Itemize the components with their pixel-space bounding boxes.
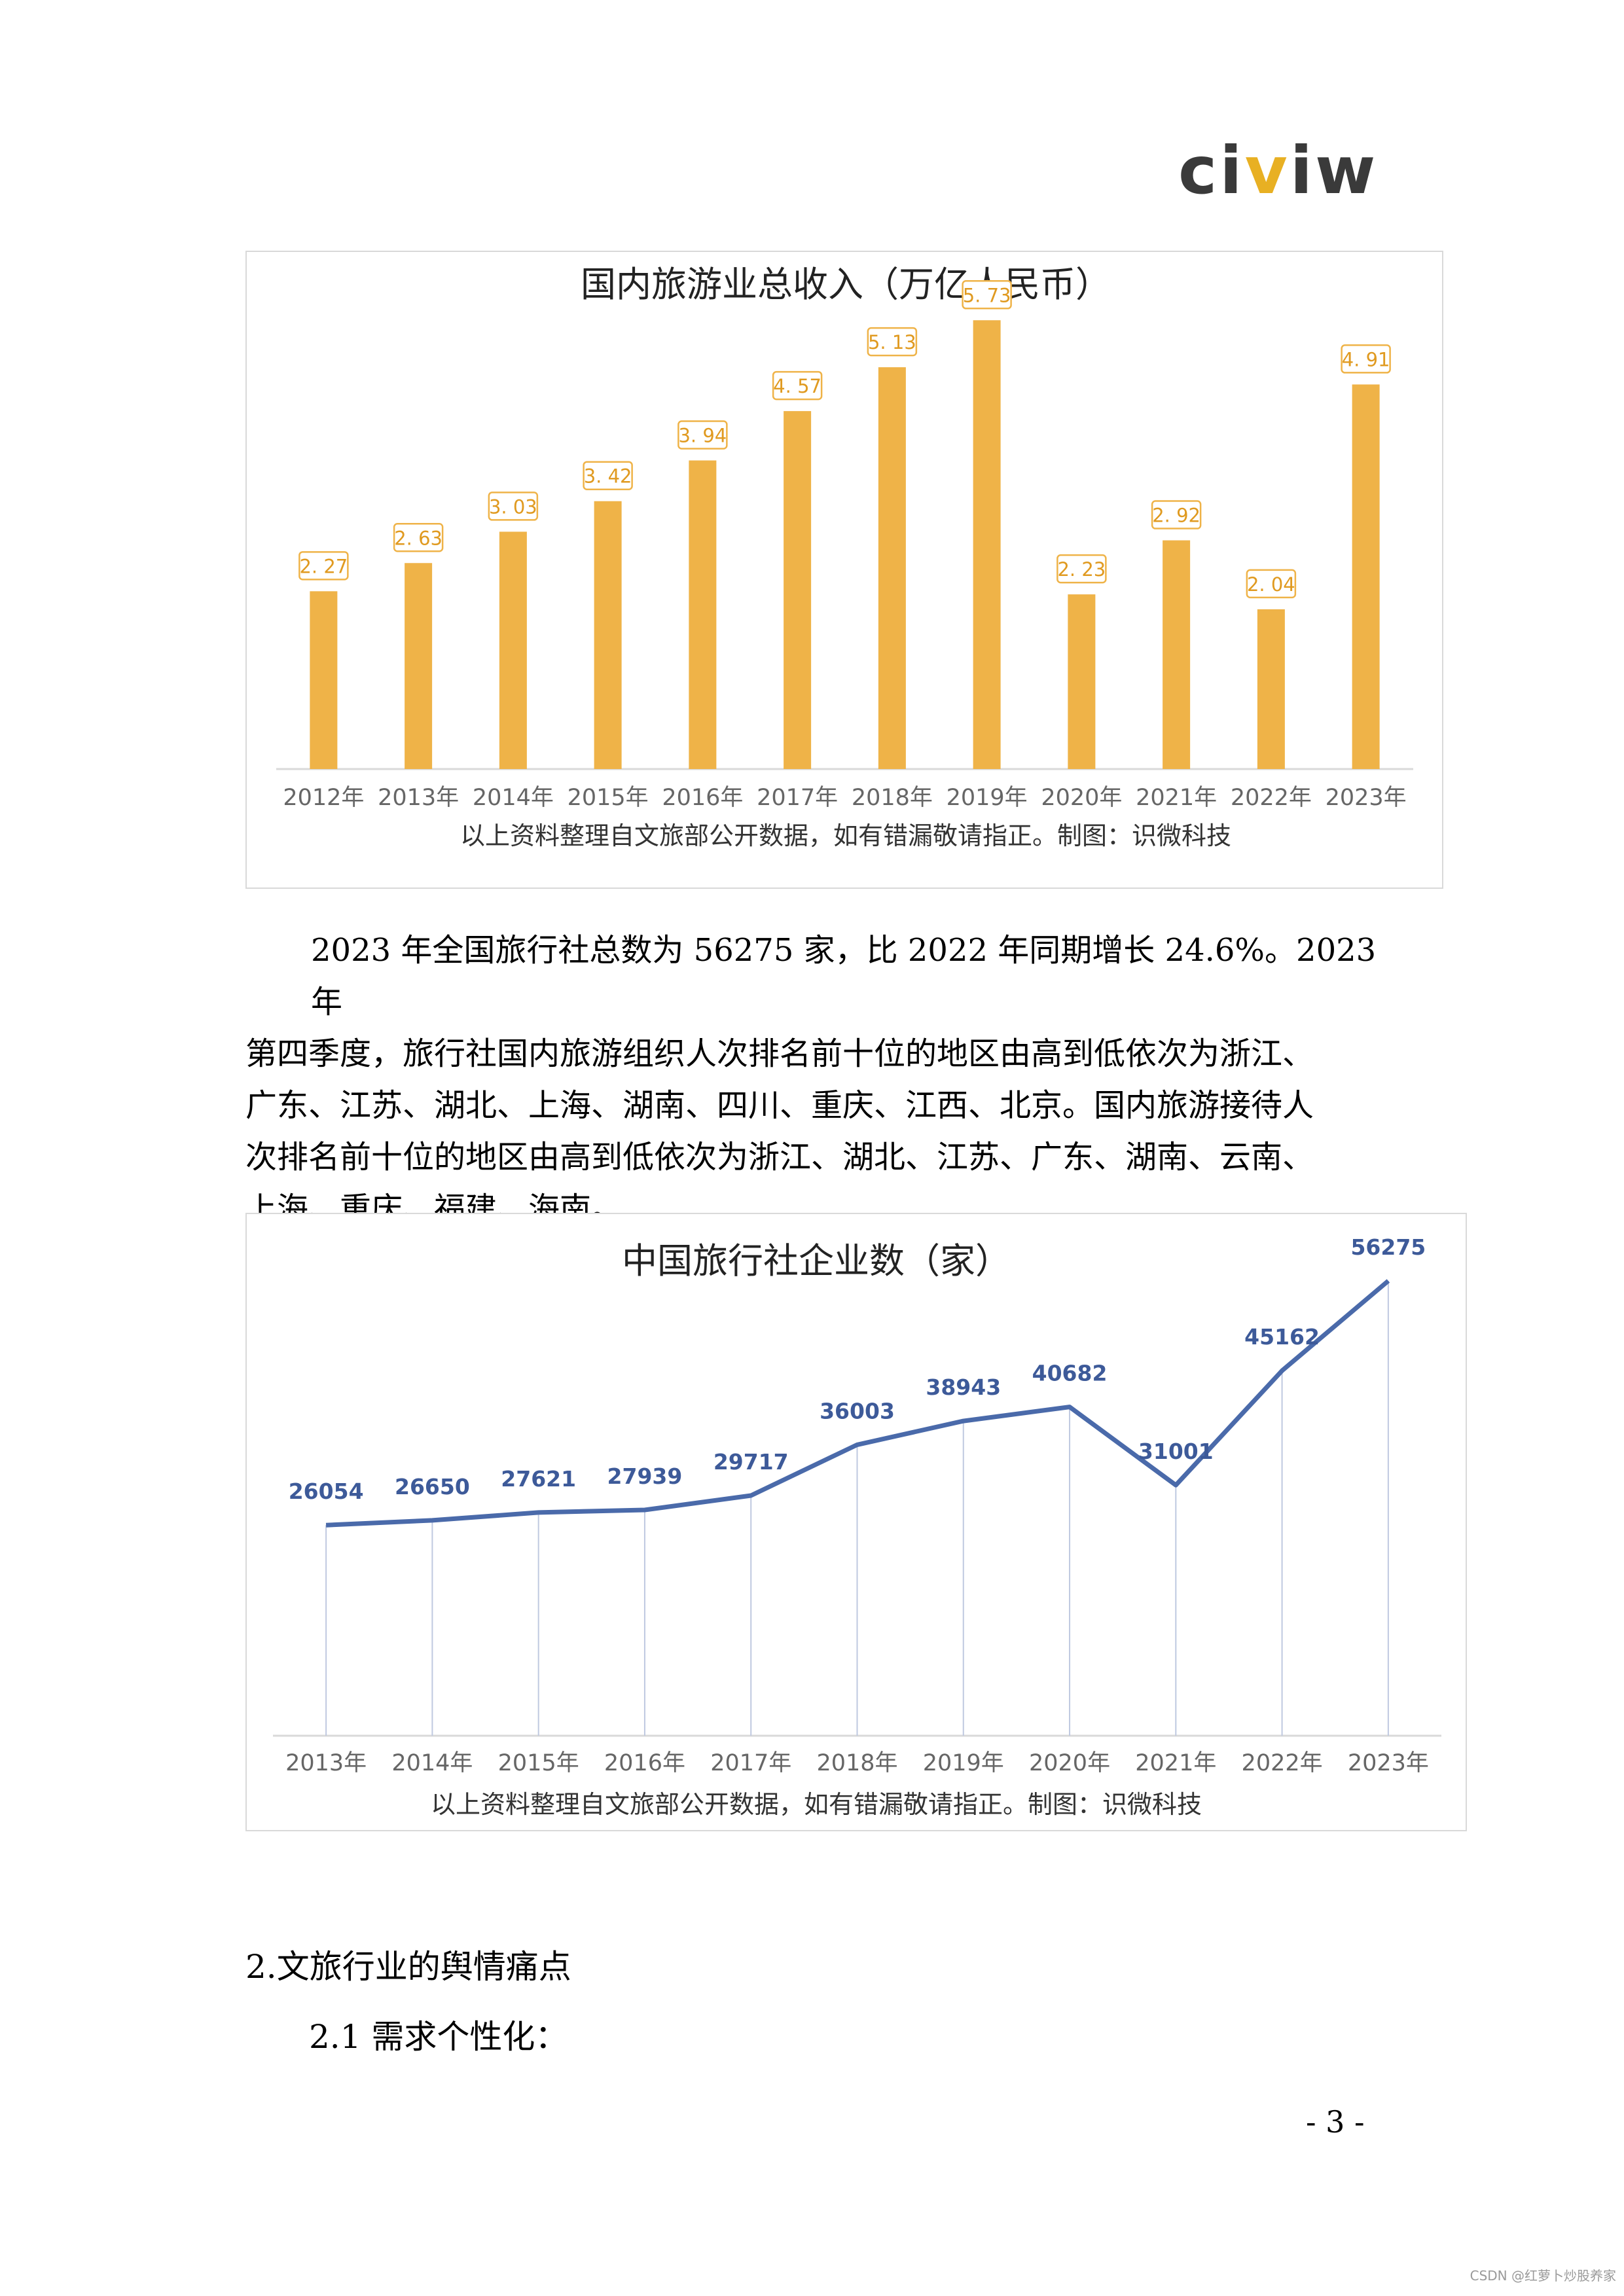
body-paragraph: 2023 年全国旅行社总数为 56275 家，比 2022 年同期增长 24.6… bbox=[245, 925, 1384, 1235]
data-label: 36003 bbox=[820, 1398, 895, 1424]
paragraph-line: 2023 年全国旅行社总数为 56275 家，比 2022 年同期增长 24.6… bbox=[311, 932, 1377, 1020]
data-label: 5. 73 bbox=[963, 284, 1011, 306]
bar bbox=[310, 591, 338, 769]
data-label: 3. 94 bbox=[678, 424, 727, 446]
x-tick-labels-group: 2013年 2014年 2015年 2016年 2017年 2018年 2019年 2020年… bbox=[285, 1750, 1429, 1776]
data-label: 31001 bbox=[1138, 1439, 1214, 1464]
data-label-box bbox=[772, 370, 823, 401]
series-line bbox=[325, 1279, 1390, 1528]
watermark: CSDN @红萝卜炒股养家 bbox=[1470, 2268, 1616, 2284]
data-label: 27621 bbox=[501, 1466, 576, 1492]
data-label: 2. 04 bbox=[1247, 573, 1295, 596]
x-tick-label: 2020年 bbox=[1029, 1750, 1110, 1776]
x-tick-label: 2017年 bbox=[710, 1750, 791, 1776]
drop-lines-group bbox=[325, 1281, 1389, 1736]
data-label: 27939 bbox=[607, 1463, 683, 1489]
x-tick-label: 2022年 bbox=[1242, 1750, 1323, 1776]
x-tick-label: 2017年 bbox=[757, 785, 838, 811]
x-tick-label: 2016年 bbox=[604, 1750, 685, 1776]
data-label-box bbox=[867, 327, 918, 357]
x-tick-label: 2019年 bbox=[947, 785, 1028, 811]
data-label: 4. 91 bbox=[1342, 348, 1390, 370]
data-label-box bbox=[488, 492, 539, 521]
data-label: 38943 bbox=[926, 1374, 1001, 1400]
travel-agency-count-chart: 中国旅行社企业数（家） 26054 26650 27621 27939 29717 360… bbox=[245, 1213, 1467, 1831]
data-label: 4. 57 bbox=[773, 375, 821, 397]
paragraph-line: 次排名前十位的地区由高到低依次为浙江、湖北、江苏、广东、湖南、云南、 bbox=[245, 1139, 1314, 1175]
bar bbox=[1163, 540, 1191, 769]
bar bbox=[973, 320, 1001, 769]
data-label-box bbox=[962, 280, 1012, 310]
data-label: 40682 bbox=[1032, 1361, 1108, 1386]
x-tick-label: 2023年 bbox=[1326, 785, 1407, 811]
data-label: 2. 63 bbox=[394, 527, 442, 549]
x-tick-label: 2015年 bbox=[568, 785, 649, 811]
data-label: 45162 bbox=[1244, 1324, 1320, 1350]
x-tick-label: 2013年 bbox=[378, 785, 459, 811]
x-tick-label: 2018年 bbox=[816, 1750, 897, 1776]
tourism-revenue-chart-svg: 国内旅游业总收入（万亿人民币） 2. 27 2012年 2. 63 2013年 3. 0… bbox=[276, 264, 1413, 850]
x-tick-label: 2022年 bbox=[1231, 785, 1312, 811]
x-tick-label: 2012年 bbox=[283, 785, 364, 811]
value-labels-group: 26054 26650 27621 27939 29717 36003 38943 40682… bbox=[289, 1234, 1426, 1504]
x-tick-label: 2023年 bbox=[1348, 1750, 1429, 1776]
logo-text: civiw bbox=[1178, 141, 1375, 206]
logo-part-iw: iw bbox=[1290, 141, 1375, 206]
bar bbox=[1352, 384, 1380, 769]
chart-note: 以上资料整理自文旅部公开数据，如有错漏敬请指正。制图：识微科技 bbox=[460, 821, 1231, 850]
data-label-box bbox=[1151, 500, 1202, 529]
bar bbox=[689, 460, 717, 769]
data-label: 2. 23 bbox=[1057, 558, 1106, 581]
data-label-box bbox=[1246, 569, 1297, 599]
x-tick-label: 2021年 bbox=[1135, 1750, 1216, 1776]
data-label-box bbox=[1056, 554, 1107, 584]
data-label: 3. 42 bbox=[584, 465, 632, 488]
x-tick-label: 2014年 bbox=[391, 1750, 473, 1776]
logo-part-v: v bbox=[1245, 141, 1290, 206]
x-tick-label: 2013年 bbox=[285, 1750, 367, 1776]
chart-title: 国内旅游业总收入（万亿人民币） bbox=[581, 264, 1111, 305]
data-label: 2. 92 bbox=[1152, 505, 1200, 527]
x-tick-label: 2018年 bbox=[852, 785, 933, 811]
logo-part-ci: ci bbox=[1178, 141, 1245, 206]
bars-group: 2. 27 2012年 2. 63 2013年 3. 03 2014年 3. 42 2015年… bbox=[283, 280, 1407, 811]
data-label-box bbox=[1341, 344, 1391, 374]
travel-agency-count-chart-svg: 中国旅行社企业数（家） 26054 26650 27621 27939 29717 360… bbox=[273, 1234, 1441, 1819]
x-tick-label: 2021年 bbox=[1136, 785, 1217, 811]
bar bbox=[878, 367, 906, 769]
bar bbox=[1257, 609, 1285, 769]
x-tick-label: 2016年 bbox=[662, 785, 743, 811]
x-tick-label: 2014年 bbox=[473, 785, 554, 811]
x-tick-label: 2020年 bbox=[1041, 785, 1122, 811]
data-label: 26650 bbox=[395, 1474, 470, 1499]
data-label: 2. 27 bbox=[299, 555, 348, 577]
page-number: - 3 - bbox=[1306, 2104, 1365, 2140]
data-label: 26054 bbox=[289, 1479, 364, 1504]
data-label-box bbox=[298, 551, 349, 581]
paragraph-line: 广东、江苏、湖北、上海、湖南、四川、重庆、江西、北京。国内旅游接待人 bbox=[245, 1087, 1314, 1124]
data-label: 29717 bbox=[713, 1449, 789, 1475]
chart-note: 以上资料整理自文旅部公开数据，如有错漏敬请指正。制图：识微科技 bbox=[431, 1790, 1202, 1819]
chart-title: 中国旅行社企业数（家） bbox=[622, 1240, 1011, 1282]
subsection-heading: 2.1 需求个性化： bbox=[309, 2018, 568, 2056]
tourism-revenue-chart: 国内旅游业总收入（万亿人民币） 2. 27 2012年 2. 63 2013年 3. 0… bbox=[245, 251, 1443, 889]
data-label: 56275 bbox=[1350, 1234, 1426, 1260]
x-tick-label: 2019年 bbox=[923, 1750, 1004, 1776]
data-label: 3. 03 bbox=[489, 495, 537, 518]
section-heading: 2.文旅行业的舆情痛点 bbox=[245, 1948, 571, 1986]
bar bbox=[1068, 594, 1096, 769]
bar bbox=[405, 563, 433, 769]
bar bbox=[784, 411, 812, 769]
bar bbox=[499, 531, 527, 769]
data-label: 5. 13 bbox=[868, 331, 916, 353]
bar bbox=[594, 501, 622, 769]
civiw-logo: civiw bbox=[1178, 141, 1375, 206]
data-label-box bbox=[677, 420, 728, 450]
data-label-box bbox=[393, 523, 444, 552]
paragraph-line: 第四季度，旅行社国内旅游组织人次排名前十位的地区由高到低依次为浙江、 bbox=[245, 1035, 1314, 1072]
data-label-box bbox=[583, 461, 633, 490]
x-tick-label: 2015年 bbox=[498, 1750, 579, 1776]
